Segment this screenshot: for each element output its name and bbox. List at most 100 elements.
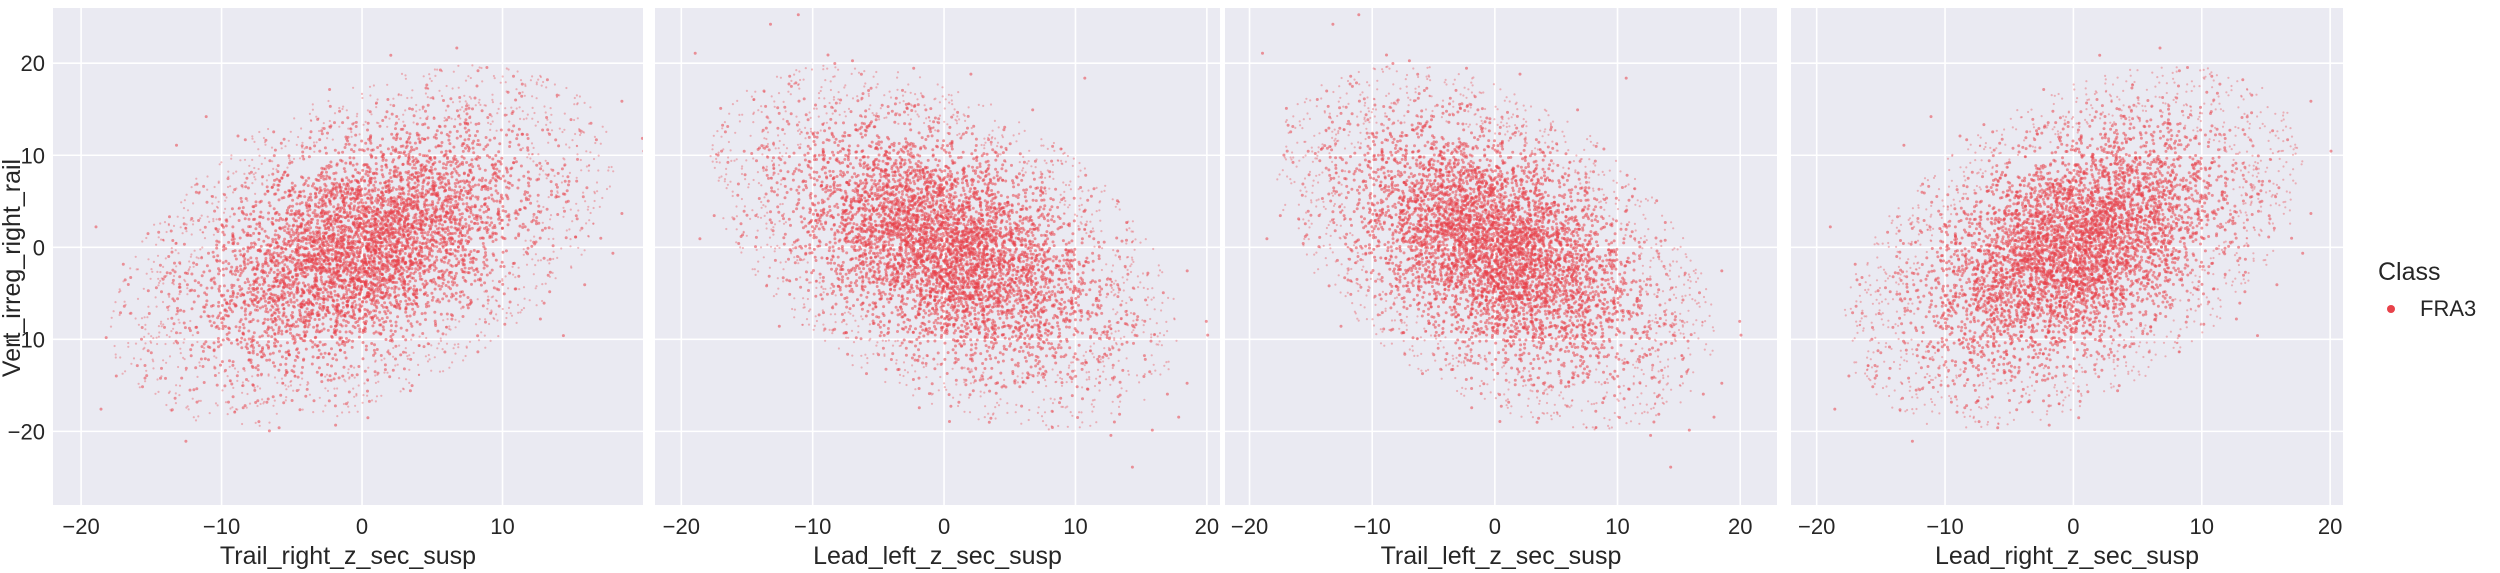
data-point [220, 224, 224, 228]
data-point [395, 209, 399, 213]
data-point [296, 324, 300, 328]
data-point [255, 256, 259, 260]
data-point [480, 188, 484, 191]
data-point [301, 154, 305, 158]
data-point [452, 167, 456, 171]
data-point [367, 261, 371, 265]
data-point [240, 306, 244, 310]
data-point [194, 366, 198, 370]
data-point [402, 151, 406, 155]
data-point [556, 213, 560, 216]
data-point [388, 186, 392, 190]
data-point [400, 272, 404, 276]
data-point [217, 340, 220, 344]
data-point [424, 109, 427, 113]
data-point [347, 142, 351, 146]
data-point [435, 129, 439, 133]
data-point [434, 220, 438, 224]
data-point [426, 126, 430, 130]
data-point [276, 233, 280, 237]
data-point [397, 237, 401, 240]
data-point [430, 187, 434, 191]
data-point [388, 375, 392, 379]
data-point [369, 135, 372, 139]
data-point [255, 287, 259, 291]
data-point [536, 193, 540, 197]
data-point [300, 144, 304, 148]
data-point [280, 278, 284, 282]
data-point [426, 342, 430, 346]
data-point [304, 394, 308, 398]
data-point [317, 292, 321, 295]
data-point [360, 139, 364, 143]
data-point [183, 326, 187, 330]
data-point [434, 133, 438, 137]
data-point [363, 282, 367, 286]
data-point [455, 263, 459, 267]
data-point [278, 180, 282, 183]
data-point [308, 231, 312, 235]
data-point [287, 352, 291, 356]
data-point [332, 217, 336, 221]
data-point [398, 206, 402, 210]
data-point [421, 154, 425, 158]
data-point [563, 209, 566, 213]
data-point [269, 267, 273, 271]
data-point [497, 304, 501, 308]
data-point [294, 320, 298, 324]
data-point [212, 280, 216, 284]
data-point [463, 234, 467, 238]
data-point [215, 243, 219, 247]
data-point [173, 270, 177, 274]
data-point [434, 136, 438, 140]
data-point [413, 270, 417, 274]
data-point [484, 145, 488, 149]
data-point [439, 144, 443, 148]
data-point [220, 294, 224, 298]
data-point [249, 245, 253, 249]
data-point [318, 256, 322, 260]
data-point [319, 172, 323, 175]
data-point [517, 143, 521, 147]
data-point [361, 357, 365, 361]
data-point [251, 335, 255, 339]
data-point [449, 194, 453, 198]
data-point [171, 297, 175, 301]
data-point [406, 282, 410, 286]
data-point [380, 273, 384, 276]
data-point [241, 293, 245, 297]
data-point [314, 283, 318, 287]
data-point [247, 358, 251, 362]
data-point [367, 170, 371, 174]
data-point [324, 244, 328, 248]
data-point [319, 275, 323, 279]
data-point [363, 260, 367, 264]
data-point [374, 180, 377, 184]
data-point [380, 164, 384, 168]
data-point [417, 254, 421, 258]
data-point [548, 290, 552, 294]
data-point [270, 293, 274, 297]
data-point [253, 280, 257, 284]
data-point [201, 365, 205, 368]
data-point [483, 168, 487, 172]
data-point [261, 262, 265, 266]
data-point [250, 364, 254, 368]
data-point [348, 204, 352, 208]
data-point [272, 154, 276, 158]
data-point [359, 259, 363, 263]
data-point [476, 270, 480, 274]
data-point [461, 149, 465, 153]
data-point [459, 254, 463, 257]
data-point [454, 185, 458, 188]
data-point [488, 236, 492, 239]
data-point [491, 176, 495, 180]
data-point [440, 180, 444, 184]
data-point [414, 279, 417, 283]
data-point [241, 323, 245, 326]
data-point [386, 269, 390, 273]
data-point [501, 209, 505, 213]
data-point [499, 195, 503, 199]
data-point [340, 231, 344, 235]
data-point [283, 373, 287, 377]
